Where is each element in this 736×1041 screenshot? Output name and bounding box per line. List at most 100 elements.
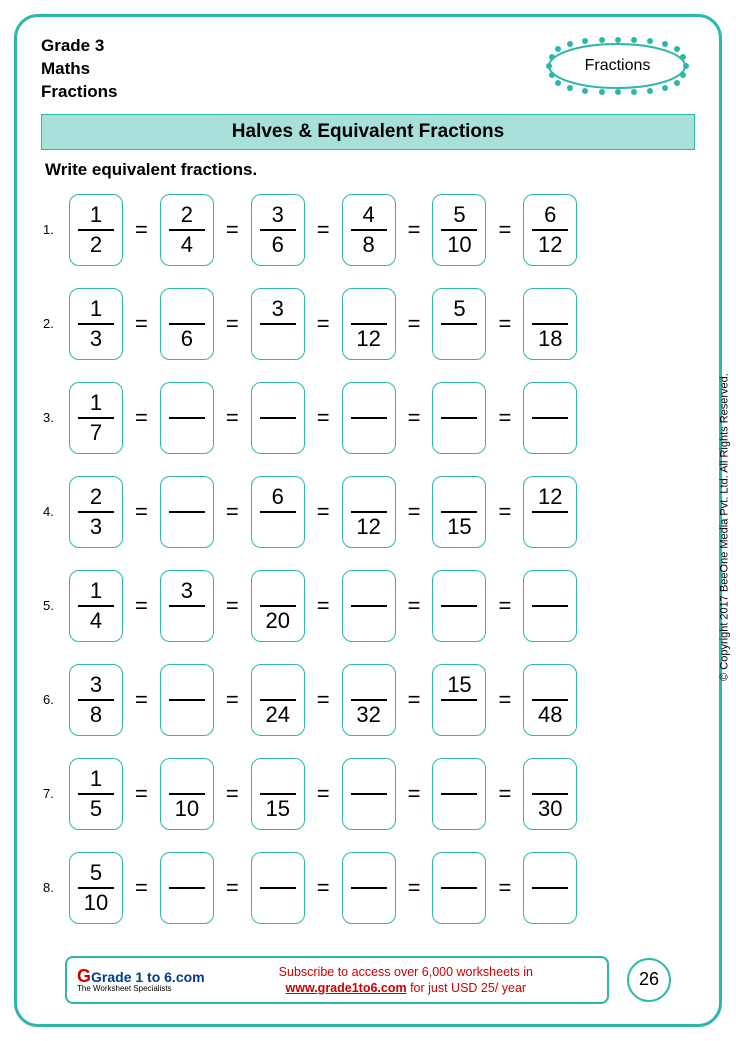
fraction: 13 bbox=[78, 297, 114, 351]
fraction-box[interactable]: 12 bbox=[342, 288, 396, 360]
numerator bbox=[535, 579, 565, 603]
numerator bbox=[263, 767, 293, 791]
numerator: 2 bbox=[81, 485, 111, 509]
fraction-box[interactable] bbox=[342, 852, 396, 924]
fraction-box[interactable] bbox=[432, 852, 486, 924]
fraction-box[interactable]: 20 bbox=[251, 570, 305, 642]
fraction-bar bbox=[532, 887, 568, 889]
numerator: 5 bbox=[444, 297, 474, 321]
equals-sign: = bbox=[492, 781, 517, 807]
fraction-bar bbox=[532, 793, 568, 795]
fraction-box[interactable] bbox=[160, 852, 214, 924]
fraction-box[interactable] bbox=[523, 382, 577, 454]
fraction-box[interactable]: 36 bbox=[251, 194, 305, 266]
fraction: 24 bbox=[260, 673, 296, 727]
fraction-bar bbox=[78, 793, 114, 795]
fraction-box[interactable] bbox=[342, 382, 396, 454]
fraction-box[interactable] bbox=[432, 758, 486, 830]
fraction-box[interactable]: 15 bbox=[69, 758, 123, 830]
equals-sign: = bbox=[129, 781, 154, 807]
fraction-box[interactable]: 13 bbox=[69, 288, 123, 360]
fraction-bar bbox=[169, 417, 205, 419]
fraction-box[interactable]: 15 bbox=[432, 664, 486, 736]
fraction-box[interactable]: 3 bbox=[251, 288, 305, 360]
denominator: 2 bbox=[81, 233, 111, 257]
numerator: 6 bbox=[263, 485, 293, 509]
fraction-box[interactable]: 12 bbox=[342, 476, 396, 548]
fraction-box[interactable] bbox=[160, 382, 214, 454]
fraction-box[interactable]: 30 bbox=[523, 758, 577, 830]
fraction-box[interactable] bbox=[342, 758, 396, 830]
fraction-box[interactable]: 32 bbox=[342, 664, 396, 736]
numerator bbox=[444, 767, 474, 791]
numerator bbox=[444, 485, 474, 509]
numerator bbox=[172, 485, 202, 509]
fraction-box[interactable]: 14 bbox=[69, 570, 123, 642]
denominator: 10 bbox=[172, 797, 202, 821]
row-cells: 17===== bbox=[69, 382, 577, 454]
fraction-box[interactable]: 612 bbox=[523, 194, 577, 266]
fraction-box[interactable]: 510 bbox=[432, 194, 486, 266]
numerator: 3 bbox=[172, 579, 202, 603]
fraction-box[interactable]: 24 bbox=[251, 664, 305, 736]
problem-row: 7.15=10=15===30 bbox=[43, 758, 693, 830]
fraction-box[interactable] bbox=[342, 570, 396, 642]
fraction-box[interactable]: 12 bbox=[523, 476, 577, 548]
fraction-box[interactable] bbox=[251, 382, 305, 454]
fraction-box[interactable]: 17 bbox=[69, 382, 123, 454]
topic-line: Fractions bbox=[41, 81, 118, 104]
row-cells: 38==24=32=15=48 bbox=[69, 664, 577, 736]
equals-sign: = bbox=[492, 405, 517, 431]
fraction-box[interactable] bbox=[160, 664, 214, 736]
fraction-bar bbox=[441, 605, 477, 607]
fraction-bar bbox=[169, 793, 205, 795]
denominator bbox=[444, 797, 474, 821]
fraction-box[interactable]: 48 bbox=[342, 194, 396, 266]
fraction: 12 bbox=[532, 485, 568, 539]
numerator bbox=[172, 861, 202, 885]
numerator: 5 bbox=[81, 861, 111, 885]
numerator: 1 bbox=[81, 767, 111, 791]
fraction-box[interactable]: 3 bbox=[160, 570, 214, 642]
fraction-box[interactable]: 10 bbox=[160, 758, 214, 830]
fraction-box[interactable] bbox=[251, 852, 305, 924]
fraction-box[interactable]: 38 bbox=[69, 664, 123, 736]
numerator bbox=[263, 391, 293, 415]
fraction-box[interactable] bbox=[432, 382, 486, 454]
fraction-box[interactable]: 23 bbox=[69, 476, 123, 548]
denominator bbox=[535, 609, 565, 633]
numerator: 1 bbox=[81, 391, 111, 415]
fraction-bar bbox=[351, 417, 387, 419]
fraction bbox=[351, 767, 387, 821]
fraction: 38 bbox=[78, 673, 114, 727]
fraction-box[interactable]: 12 bbox=[69, 194, 123, 266]
fraction-box[interactable] bbox=[432, 570, 486, 642]
equals-sign: = bbox=[492, 593, 517, 619]
fraction-box[interactable] bbox=[160, 476, 214, 548]
fraction: 510 bbox=[78, 861, 114, 915]
numerator bbox=[354, 673, 384, 697]
fraction-box[interactable]: 48 bbox=[523, 664, 577, 736]
numerator: 3 bbox=[81, 673, 111, 697]
fraction-box[interactable]: 510 bbox=[69, 852, 123, 924]
fraction-box[interactable]: 15 bbox=[432, 476, 486, 548]
fraction-box[interactable] bbox=[523, 852, 577, 924]
fraction-box[interactable]: 6 bbox=[160, 288, 214, 360]
fraction-box[interactable]: 5 bbox=[432, 288, 486, 360]
numerator bbox=[172, 673, 202, 697]
fraction bbox=[169, 391, 205, 445]
footer-link[interactable]: www.grade1to6.com bbox=[286, 981, 407, 995]
fraction-box[interactable]: 18 bbox=[523, 288, 577, 360]
fraction-box[interactable]: 15 bbox=[251, 758, 305, 830]
denominator: 5 bbox=[81, 797, 111, 821]
fraction-box[interactable]: 6 bbox=[251, 476, 305, 548]
fraction-box[interactable]: 24 bbox=[160, 194, 214, 266]
equals-sign: = bbox=[129, 405, 154, 431]
fraction-bar bbox=[260, 417, 296, 419]
row-cells: 23==6=12=15=12 bbox=[69, 476, 577, 548]
equals-sign: = bbox=[492, 875, 517, 901]
fraction-bar bbox=[78, 229, 114, 231]
fraction-box[interactable] bbox=[523, 570, 577, 642]
row-cells: 12=24=36=48=510=612 bbox=[69, 194, 577, 266]
fraction-bar bbox=[169, 323, 205, 325]
